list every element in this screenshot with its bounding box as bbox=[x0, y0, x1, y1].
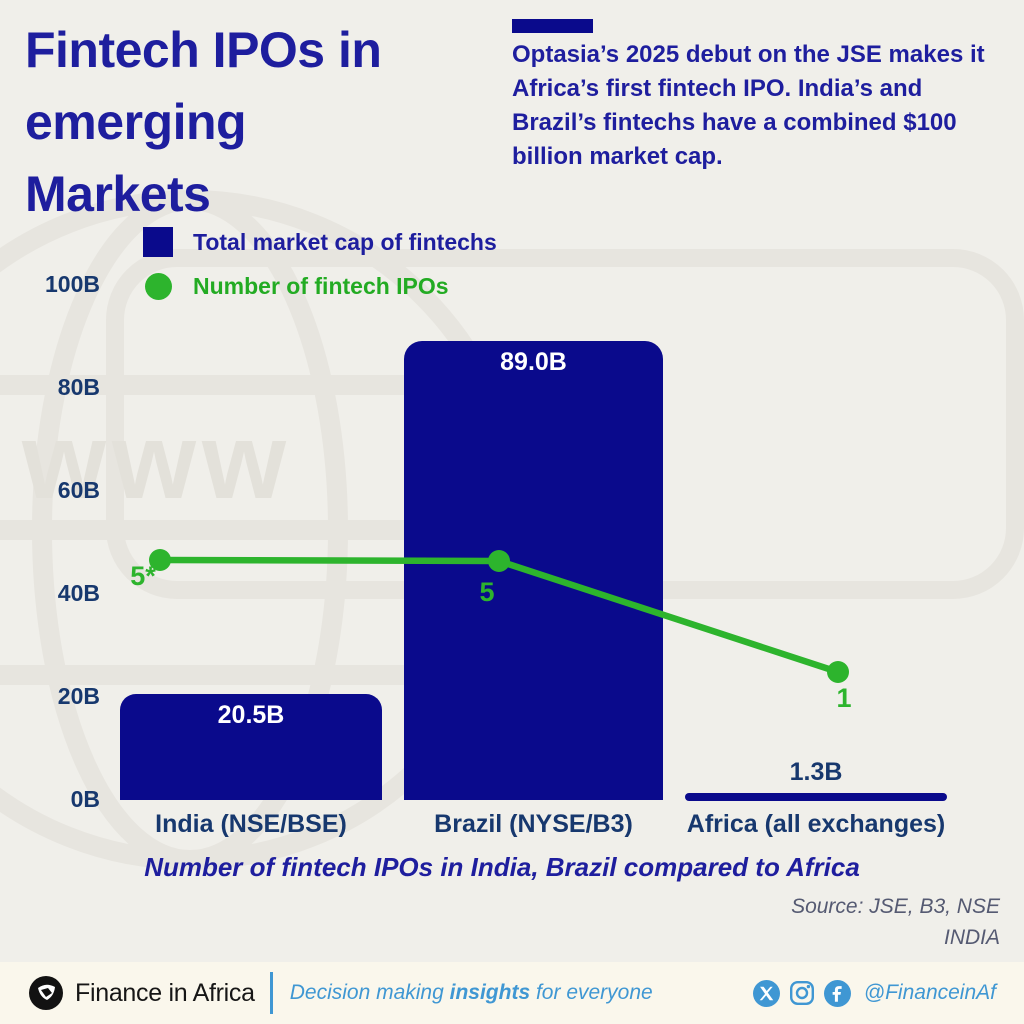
annotation-accent-bar bbox=[512, 19, 593, 33]
ytick-0b: 0B bbox=[70, 786, 100, 812]
social-icons bbox=[752, 979, 851, 1007]
legend-label-ipo-count: Number of fintech IPOs bbox=[193, 272, 449, 299]
social-handle: @FinanceinAf bbox=[863, 981, 996, 1004]
legend-item-market-cap: Total market cap of fintechs bbox=[143, 226, 497, 258]
bar-india: 20.5B bbox=[120, 694, 382, 800]
tagline-prefix: Decision making bbox=[289, 981, 450, 1004]
bar-africa bbox=[685, 793, 947, 801]
ytick-20b: 20B bbox=[57, 683, 100, 709]
line-series-swatch-icon bbox=[145, 272, 172, 300]
ytick-80b: 80B bbox=[57, 374, 100, 400]
source-note: Source: JSE, B3, NSE INDIA bbox=[791, 891, 1000, 953]
ytick-60b: 60B bbox=[57, 477, 100, 503]
footer-bar: Finance in Africa Decision making insigh… bbox=[0, 962, 1024, 1024]
tagline-emphasis: insights bbox=[449, 981, 531, 1004]
xlabel-africa: Africa (all exchanges) bbox=[686, 810, 946, 838]
bar-value-brazil: 89.0B bbox=[500, 348, 567, 376]
finance-in-africa-logo-icon bbox=[29, 976, 63, 1010]
bar-value-india: 20.5B bbox=[217, 701, 285, 729]
ytick-40b: 40B bbox=[57, 580, 100, 606]
source-line-2: INDIA bbox=[943, 926, 1000, 949]
footer-divider bbox=[269, 972, 273, 1014]
line-value-brazil: 5 bbox=[479, 577, 495, 607]
tagline-suffix: for everyone bbox=[530, 981, 653, 1004]
chart-legend: Total market cap of fintechs Number of f… bbox=[143, 226, 497, 302]
brand-name: Finance in Africa bbox=[75, 978, 255, 1007]
source-line-1: Source: JSE, B3, NSE bbox=[791, 895, 1000, 918]
xlabel-india: India (NSE/BSE) bbox=[155, 810, 347, 838]
line-point-africa bbox=[827, 661, 849, 683]
footer-tagline: Decision making insights for everyone bbox=[290, 981, 653, 1005]
xlabel-brazil: Brazil (NYSE/B3) bbox=[434, 810, 633, 838]
page-title: Fintech IPOs in emerging Markets bbox=[25, 22, 382, 222]
bar-value-africa: 1.3B bbox=[789, 758, 843, 786]
instagram-icon bbox=[789, 981, 814, 1006]
chart-caption: Number of fintech IPOs in India, Brazil … bbox=[144, 852, 860, 882]
bar-brazil: 89.0B bbox=[404, 341, 663, 800]
legend-label-market-cap: Total market cap of fintechs bbox=[193, 228, 497, 255]
line-value-africa: 1 bbox=[836, 683, 852, 713]
annotation-text: Optasia’s 2025 debut on the JSE makes it… bbox=[512, 41, 985, 170]
ytick-100b: 100B bbox=[45, 271, 100, 297]
legend-item-ipo-count: Number of fintech IPOs bbox=[143, 270, 497, 302]
bar-series-swatch-icon bbox=[143, 227, 173, 257]
x-icon bbox=[752, 979, 780, 1007]
facebook-icon bbox=[823, 979, 851, 1007]
line-value-india: 5* bbox=[130, 561, 156, 591]
